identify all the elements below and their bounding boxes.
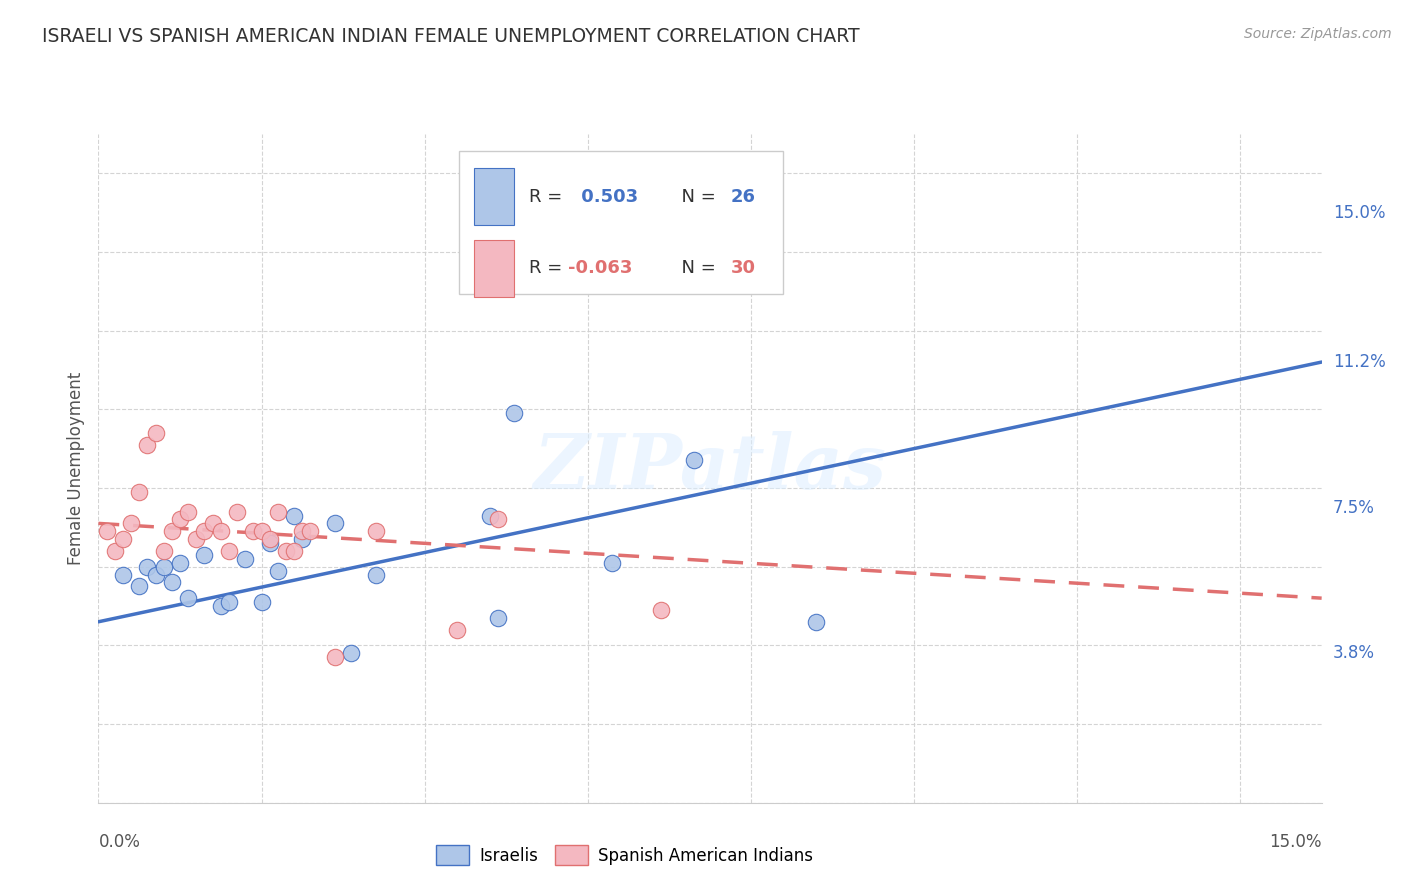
Text: N =: N = <box>669 260 721 277</box>
Point <box>111 532 134 546</box>
Point <box>283 544 305 558</box>
Point <box>267 505 290 519</box>
FancyBboxPatch shape <box>474 168 515 225</box>
Point <box>177 505 200 519</box>
Point <box>111 567 134 582</box>
Text: 15.0%: 15.0% <box>1270 833 1322 851</box>
Point <box>259 536 281 550</box>
Point <box>242 524 264 539</box>
Text: R =: R = <box>529 260 568 277</box>
Point <box>233 551 256 566</box>
Text: 11.2%: 11.2% <box>1333 353 1385 371</box>
Legend: Israelis, Spanish American Indians: Israelis, Spanish American Indians <box>429 838 820 871</box>
Point <box>226 505 249 519</box>
Point <box>250 595 273 609</box>
FancyBboxPatch shape <box>460 151 783 294</box>
Point <box>218 544 240 558</box>
Point <box>364 524 387 539</box>
Text: 0.0%: 0.0% <box>98 833 141 851</box>
Point <box>193 548 215 562</box>
Point <box>152 559 174 574</box>
Point <box>218 595 240 609</box>
Point <box>267 564 290 578</box>
Text: 30: 30 <box>731 260 756 277</box>
Y-axis label: Female Unemployment: Female Unemployment <box>66 372 84 565</box>
Point <box>486 611 509 625</box>
Point <box>169 512 191 526</box>
Point <box>299 524 322 539</box>
Point <box>186 532 208 546</box>
Point <box>283 508 305 523</box>
Text: ISRAELI VS SPANISH AMERICAN INDIAN FEMALE UNEMPLOYMENT CORRELATION CHART: ISRAELI VS SPANISH AMERICAN INDIAN FEMAL… <box>42 27 860 45</box>
Point <box>193 524 215 539</box>
Point <box>145 567 167 582</box>
Point <box>323 650 346 665</box>
Point <box>169 556 191 570</box>
Point <box>486 512 509 526</box>
Point <box>209 524 232 539</box>
Point <box>682 453 704 467</box>
Point <box>478 508 501 523</box>
Point <box>177 591 200 606</box>
Text: 7.5%: 7.5% <box>1333 499 1375 516</box>
Point <box>323 516 346 531</box>
FancyBboxPatch shape <box>474 240 515 297</box>
Text: 3.8%: 3.8% <box>1333 644 1375 662</box>
Point <box>291 524 314 539</box>
Text: ZIPatlas: ZIPatlas <box>533 432 887 505</box>
Text: 15.0%: 15.0% <box>1333 203 1385 221</box>
Point <box>136 559 159 574</box>
Point <box>503 406 526 420</box>
Point <box>250 524 273 539</box>
Point <box>650 603 672 617</box>
Point <box>136 438 159 452</box>
Point <box>201 516 224 531</box>
Point <box>120 516 142 531</box>
Point <box>128 484 150 499</box>
Point <box>804 615 827 629</box>
Text: R =: R = <box>529 187 568 205</box>
Point <box>274 544 297 558</box>
Text: 26: 26 <box>731 187 756 205</box>
Text: Source: ZipAtlas.com: Source: ZipAtlas.com <box>1244 27 1392 41</box>
Text: -0.063: -0.063 <box>568 260 633 277</box>
Point <box>128 579 150 593</box>
Point <box>259 532 281 546</box>
Point <box>291 532 314 546</box>
Point <box>145 425 167 440</box>
Point <box>340 646 363 660</box>
Text: N =: N = <box>669 187 721 205</box>
Point <box>600 556 623 570</box>
Text: 0.503: 0.503 <box>575 187 638 205</box>
Point <box>209 599 232 613</box>
Point <box>104 544 127 558</box>
Point <box>160 575 183 590</box>
Point <box>446 623 468 637</box>
Point <box>160 524 183 539</box>
Point <box>152 544 174 558</box>
Point <box>96 524 118 539</box>
Point <box>364 567 387 582</box>
